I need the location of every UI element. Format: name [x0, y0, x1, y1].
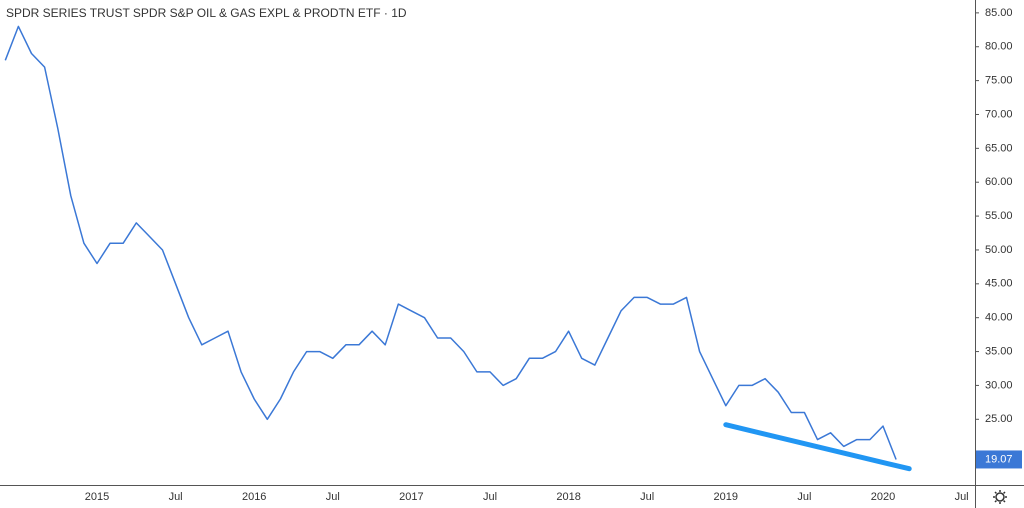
last-price-label: 19.07 — [985, 453, 1013, 465]
x-tick-label: Jul — [797, 491, 811, 503]
x-tick-label: Jul — [640, 491, 654, 503]
y-tick-label: 85.00 — [985, 7, 1013, 19]
x-tick-label: 2018 — [556, 491, 580, 503]
gear-teeth — [993, 490, 1007, 504]
y-tick-label: 60.00 — [985, 176, 1013, 188]
x-tick-label: Jul — [483, 491, 497, 503]
y-tick-label: 25.00 — [985, 413, 1013, 425]
x-tick-label: 2017 — [399, 491, 423, 503]
x-tick-label: 2019 — [714, 491, 738, 503]
y-tick-label: 80.00 — [985, 41, 1013, 53]
x-tick-label: Jul — [169, 491, 183, 503]
y-tick-label: 70.00 — [985, 108, 1013, 120]
y-tick-label: 30.00 — [985, 379, 1013, 391]
chart-title: SPDR SERIES TRUST SPDR S&P OIL & GAS EXP… — [6, 6, 407, 20]
price-line — [4, 25, 897, 460]
settings-icon[interactable] — [993, 490, 1007, 504]
x-tick-label: 2020 — [871, 491, 895, 503]
trend-line — [723, 422, 912, 472]
x-tick-label: Jul — [326, 491, 340, 503]
x-tick-label: Jul — [955, 491, 969, 503]
y-tick-label: 75.00 — [985, 75, 1013, 87]
y-tick-label: 55.00 — [985, 210, 1013, 222]
y-tick-label: 45.00 — [985, 278, 1013, 290]
x-tick-label: 2015 — [85, 491, 109, 503]
y-tick-label: 65.00 — [985, 142, 1013, 154]
y-tick-label: 50.00 — [985, 244, 1013, 256]
y-tick-label: 35.00 — [985, 345, 1013, 357]
x-tick-label: 2016 — [242, 491, 266, 503]
gear — [995, 492, 1005, 502]
y-tick-label: 40.00 — [985, 312, 1013, 324]
last-price-box — [976, 450, 1022, 469]
